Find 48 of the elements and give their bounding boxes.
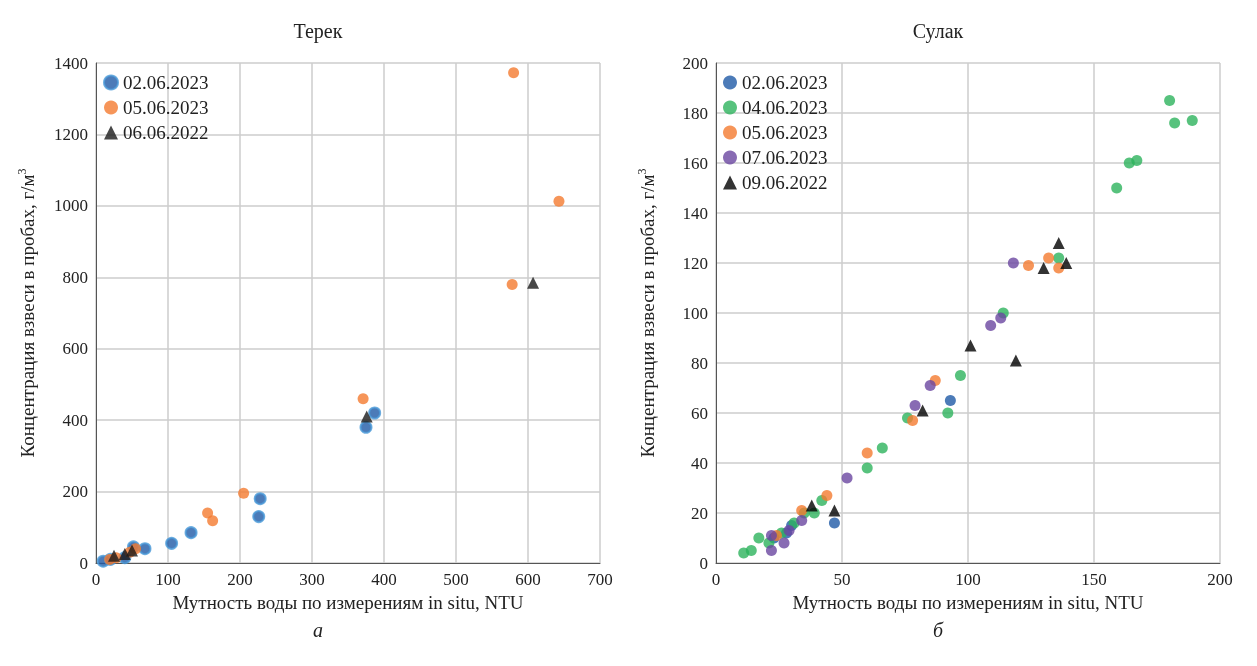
legend-label: 06.06.2022	[123, 122, 209, 143]
x-tick-label: 0	[91, 570, 101, 589]
legend-label: 09.06.2022	[742, 172, 828, 193]
y-tick-label: 1400	[54, 53, 88, 73]
x-tick-label: 200	[1207, 570, 1233, 589]
y-tick-label: 600	[62, 339, 88, 359]
y-tick-label: 0	[79, 553, 88, 573]
legend-label: 04.06.2023	[742, 97, 828, 118]
y-axis-title: Концентрация взвеси в пробах, г/м3	[635, 168, 658, 458]
x-tick-label: 50	[833, 570, 851, 589]
legend-label: 05.06.2023	[742, 122, 828, 143]
legend-label: 02.06.2023	[742, 72, 828, 93]
text: б	[932, 619, 944, 641]
x-tick-label: 0	[711, 570, 721, 589]
y-tick-label: 40	[691, 453, 708, 473]
x-tick-label: 400	[371, 570, 397, 589]
chart-title: Сулак	[912, 20, 964, 43]
x-tick-label: 200	[227, 570, 253, 589]
y-tick-label: 180	[682, 103, 708, 123]
legend-label: 05.06.2023	[123, 97, 209, 118]
legend-label: 07.06.2023	[742, 147, 828, 168]
y-tick-label: 400	[62, 410, 88, 430]
y-tick-label: 100	[682, 303, 708, 323]
x-tick-label: 100	[155, 570, 181, 589]
x-tick-label: 700	[587, 570, 613, 589]
y-tick-label: 80	[691, 353, 708, 373]
x-tick-label: 150	[1081, 570, 1107, 589]
x-axis-title: Мутность воды по измерениям in situ, NTU	[172, 592, 524, 613]
x-tick-label: 300	[299, 570, 325, 589]
y-tick-label: 0	[699, 553, 708, 573]
y-tick-label: 1200	[54, 124, 88, 144]
y-tick-label: 160	[682, 153, 708, 173]
y-tick-label: 120	[682, 253, 708, 273]
y-tick-label: 200	[682, 53, 708, 73]
y-axis-title: Концентрация взвеси в пробах, г/м3	[15, 168, 38, 458]
y-tick-label: 60	[691, 403, 708, 423]
x-tick-label: 600	[515, 570, 541, 589]
legend-label: 02.06.2023	[123, 72, 209, 93]
chart-title: Терек	[293, 20, 343, 43]
y-tick-label: 1000	[54, 196, 88, 216]
y-tick-label: 140	[682, 203, 708, 223]
y-tick-label: 20	[691, 503, 708, 523]
x-tick-label: 100	[955, 570, 981, 589]
x-axis-title: Мутность воды по измерениям in situ, NTU	[792, 592, 1144, 613]
text: а	[313, 619, 323, 641]
y-tick-label: 800	[62, 267, 88, 287]
y-tick-label: 200	[62, 482, 88, 502]
x-tick-label: 500	[443, 570, 469, 589]
